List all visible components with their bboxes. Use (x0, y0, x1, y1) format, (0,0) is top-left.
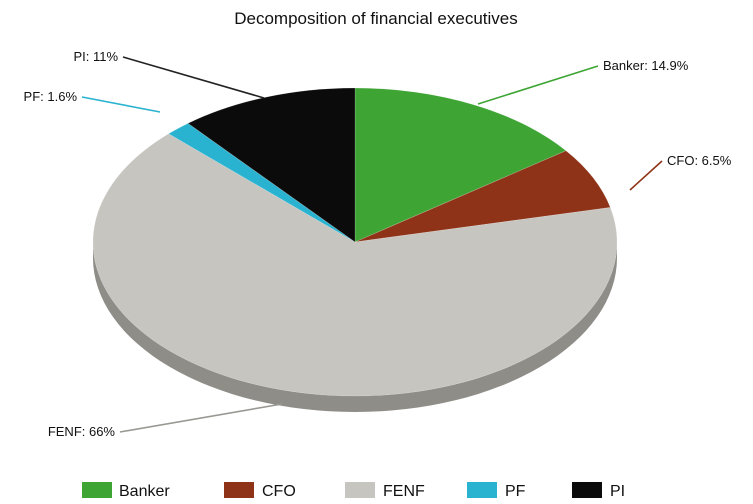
legend-swatch (82, 482, 112, 498)
pie-slice-pi (187, 87, 356, 243)
legend-swatch (467, 482, 497, 498)
legend-swatch (345, 482, 375, 498)
pie-slices (92, 87, 618, 397)
legend-item-pf: PF (467, 482, 526, 500)
legend-label: CFO (262, 483, 296, 500)
pie-slice-banker (354, 87, 567, 243)
leader-line-banker (477, 65, 599, 105)
slice-label-pf: PF: 1.6% (24, 89, 78, 104)
legend: Banker CFO FENF PF PI (82, 482, 625, 500)
legend-item-banker: Banker (82, 482, 170, 500)
pie-slice-cfo (354, 150, 611, 243)
slice-label-pi: PI: 11% (73, 49, 118, 64)
legend-item-fenf: FENF (345, 482, 425, 500)
chart-title: Decomposition of financial executives (234, 9, 517, 28)
leader-line-fenf (119, 403, 283, 433)
leader-line-pf (81, 96, 161, 113)
slice-label-banker: Banker: 14.9% (603, 58, 689, 73)
slice-labels: Banker: 14.9% CFO: 6.5% FENF: 66% PF: 1.6% P… (24, 49, 732, 439)
pie-slice-fenf (92, 133, 618, 397)
legend-item-cfo: CFO (224, 482, 296, 500)
legend-swatch (572, 482, 602, 498)
legend-swatch (224, 482, 254, 498)
slice-label-cfo: CFO: 6.5% (667, 153, 732, 168)
legend-label: Banker (119, 483, 170, 500)
leader-line-pi (122, 56, 265, 99)
slice-label-fenf: FENF: 66% (48, 424, 116, 439)
pie-slice-pf (167, 122, 356, 243)
legend-label: FENF (383, 483, 425, 500)
legend-label: PF (505, 483, 526, 500)
legend-label: PI (610, 483, 625, 500)
leader-line-cfo (629, 160, 663, 191)
legend-item-pi: PI (572, 482, 625, 500)
